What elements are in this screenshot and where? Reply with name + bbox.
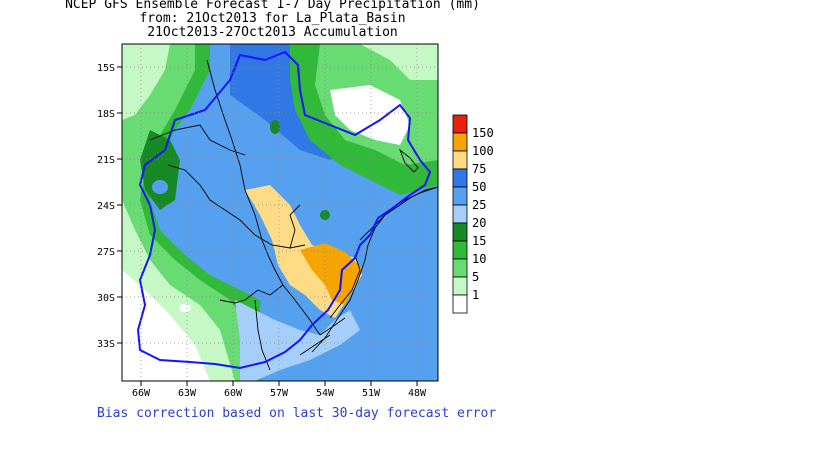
lat-label: 27S — [97, 247, 115, 258]
legend-label: 25 — [472, 198, 486, 212]
legend-swatch — [452, 186, 468, 206]
country-borders — [149, 59, 438, 371]
lat-labels: 15S 18S 21S 24S 27S 30S 33S — [97, 63, 115, 350]
lat-label: 21S — [97, 155, 115, 166]
legend-label: 100 — [472, 144, 494, 158]
lon-label: 48W — [408, 388, 427, 399]
lon-label: 51W — [362, 388, 381, 399]
lat-label: 24S — [97, 201, 115, 212]
legend-swatch — [452, 294, 468, 314]
title-line-3: 21Oct2013-27Oct2013 Accumulation — [147, 25, 398, 40]
legend-labels: 150 100 75 50 25 20 15 10 5 1 — [472, 126, 494, 302]
legend-label: 150 — [472, 126, 494, 140]
legend-label: 15 — [472, 234, 486, 248]
legend-swatch — [452, 276, 468, 296]
color-legend: 150 100 75 50 25 20 15 10 5 1 — [452, 114, 494, 314]
precip-fill — [122, 44, 438, 381]
lon-label: 57W — [270, 388, 289, 399]
gridlines — [122, 44, 438, 381]
plot-frame — [121, 43, 439, 382]
legend-label: 20 — [472, 216, 486, 230]
lon-labels: 66W 63W 60W 57W 54W 51W 48W — [132, 388, 427, 399]
legend-swatch — [452, 114, 468, 134]
lon-label: 63W — [178, 388, 197, 399]
coastline — [311, 148, 438, 353]
lon-label: 54W — [316, 388, 335, 399]
lat-label: 15S — [97, 63, 115, 74]
legend-label: 50 — [472, 180, 486, 194]
lat-label: 30S — [97, 293, 115, 304]
legend-swatch — [452, 222, 468, 242]
legend-boxes — [452, 114, 468, 314]
basin-outline — [136, 50, 432, 370]
lon-label: 66W — [132, 388, 151, 399]
legend-swatch — [452, 132, 468, 152]
legend-label: 10 — [472, 252, 486, 266]
legend-swatch — [452, 150, 468, 170]
lon-label: 60W — [224, 388, 243, 399]
legend-swatch — [452, 204, 468, 224]
axis-ticks — [117, 66, 418, 386]
legend-swatch — [452, 168, 468, 188]
legend-swatch — [452, 258, 468, 278]
legend-label: 5 — [472, 270, 479, 284]
title-line-1: NCEP GFS Ensemble Forecast 1-7 Day Preci… — [65, 0, 480, 12]
legend-swatch — [452, 240, 468, 260]
legend-label: 1 — [472, 288, 479, 302]
lat-label: 18S — [97, 109, 115, 120]
bias-correction-note: Bias correction based on last 30-day for… — [97, 406, 497, 421]
title-line-2: from: 21Oct2013 for La_Plata_Basin — [139, 11, 406, 26]
lat-label: 33S — [97, 339, 115, 350]
legend-label: 75 — [472, 162, 486, 176]
